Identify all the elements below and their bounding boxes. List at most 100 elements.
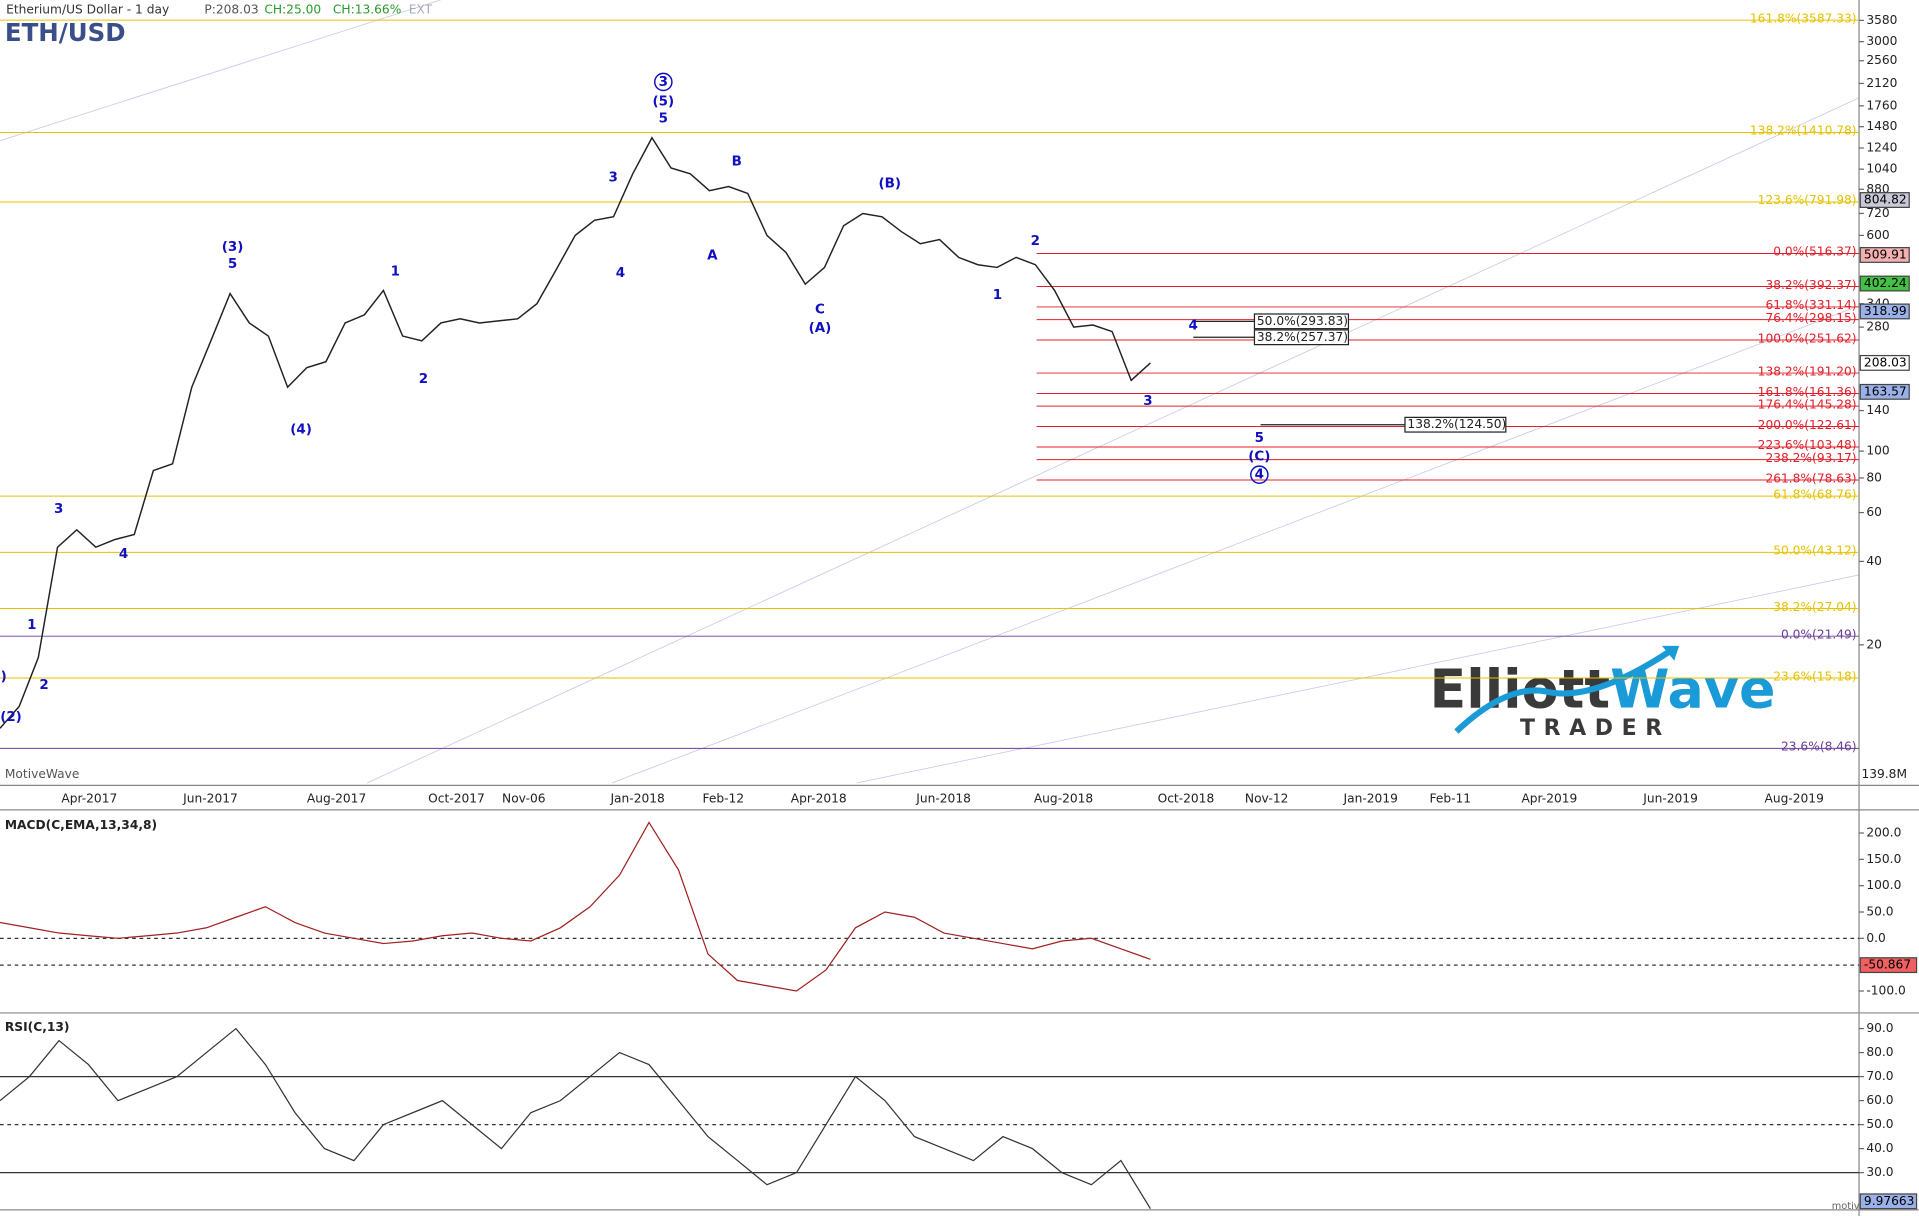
price-tag-label: 509.91 xyxy=(1864,247,1907,261)
wave-label: (A) xyxy=(809,321,832,336)
y-tick-label: 1240 xyxy=(1866,141,1897,155)
logo-swoosh xyxy=(1454,648,1673,734)
price-tag-label: 208.03 xyxy=(1864,355,1907,369)
y-tick-label: 100 xyxy=(1866,444,1889,458)
fib-label: 76.4%(298.15) xyxy=(1765,311,1856,325)
x-tick-label: Oct-2017 xyxy=(428,791,485,805)
y-tick-label: 150.0 xyxy=(1866,852,1901,866)
y-tick-label: 0.0 xyxy=(1866,931,1885,945)
change-pct: CH:13.66% xyxy=(333,2,401,16)
wave-label: 5 xyxy=(228,257,237,272)
fib-label: 0.0%(516.37) xyxy=(1773,245,1856,259)
box-label: 138.2%(124.50) xyxy=(1407,417,1506,431)
wave-label: 4 xyxy=(1255,468,1264,483)
fib-label: 161.8%(3587.33) xyxy=(1750,11,1857,25)
box-label: 38.2%(257.37) xyxy=(1257,330,1348,344)
logo-arrow xyxy=(1661,645,1680,661)
y-tick-label: 60.0 xyxy=(1866,1093,1893,1107)
price-line xyxy=(0,821,1151,992)
x-tick-label: Jan-2018 xyxy=(609,791,664,805)
wave-label: 3 xyxy=(54,502,63,517)
y-tick-label: 140 xyxy=(1866,403,1889,417)
x-tick-label: Aug-2017 xyxy=(307,791,366,805)
box xyxy=(1253,329,1350,346)
price-tag-label: 402.24 xyxy=(1864,276,1907,290)
fib-label: 38.2%(27.04) xyxy=(1773,600,1856,614)
wave-label: C xyxy=(815,303,825,318)
last-tag xyxy=(1859,1193,1918,1210)
wave-label: (C) xyxy=(1248,449,1270,464)
y-tick-label: 100.0 xyxy=(1866,878,1901,892)
fib-label: 176.4%(145.28) xyxy=(1758,397,1857,411)
y-tick-label: 70.0 xyxy=(1866,1069,1893,1083)
y-tick-label: 720 xyxy=(1866,206,1889,220)
price-tag xyxy=(1859,247,1910,263)
ext: EXT xyxy=(409,2,433,16)
wave-label: (4) xyxy=(290,422,312,437)
fib-label: 23.6%(15.18) xyxy=(1773,669,1856,683)
fib-label: 138.2%(1410.78) xyxy=(1750,124,1857,138)
price-tag xyxy=(1859,383,1910,400)
fib-label: 238.2%(93.17) xyxy=(1765,451,1856,465)
box xyxy=(1404,416,1507,433)
wave-label: B xyxy=(732,154,742,169)
wave-circle xyxy=(654,72,673,92)
fib-label: 61.8%(68.76) xyxy=(1773,487,1856,501)
y-tick-label: 3580 xyxy=(1866,13,1897,27)
y-tick-label: 200.0 xyxy=(1866,826,1901,840)
x-tick-label: Jun-2019 xyxy=(1642,791,1698,805)
wave-label: 3 xyxy=(659,75,668,90)
x-tick-label: Jun-2017 xyxy=(182,791,238,805)
wave-label: 2 xyxy=(419,372,428,387)
change: CH:25.00 xyxy=(264,2,321,16)
symbol: ETH/USD xyxy=(5,18,126,47)
wave-label: (3) xyxy=(222,240,244,255)
fib-label: 61.8%(331.14) xyxy=(1765,298,1856,312)
title: Etherium/US Dollar - 1 day xyxy=(6,2,169,16)
fib-label: 223.6%(103.48) xyxy=(1758,438,1857,452)
fib-label: 261.8%(78.63) xyxy=(1765,471,1856,485)
x-tick-label: Feb-12 xyxy=(702,791,744,805)
macd-title: MACD(C,EMA,13,34,8) xyxy=(5,818,157,832)
wave-circle xyxy=(1250,465,1269,484)
wave-label: 5 xyxy=(659,112,668,127)
price-tag-label: 804.82 xyxy=(1864,193,1907,207)
price-tag-label: 163.57 xyxy=(1864,384,1907,398)
x-tick-label: Apr-2018 xyxy=(791,791,847,805)
price-tag xyxy=(1859,303,1910,320)
price-tag-label: 318.99 xyxy=(1864,304,1907,318)
wave-label: 2 xyxy=(39,678,48,693)
fib-label: 0.0%(21.49) xyxy=(1781,627,1857,641)
wave-label: 4 xyxy=(119,547,128,562)
fib-label: 200.0%(122.61) xyxy=(1758,418,1857,432)
price-line xyxy=(0,136,1151,729)
wave-label: 1 xyxy=(993,288,1002,303)
wave-label: 3 xyxy=(1143,394,1152,409)
y-tick-label: 90.0 xyxy=(1866,1021,1893,1035)
box xyxy=(1253,313,1350,330)
wave-label: 1 xyxy=(27,618,36,633)
wave-label: 3 xyxy=(608,170,617,185)
price-tag xyxy=(1859,192,1910,208)
price-line xyxy=(0,1027,1151,1209)
y-tick-label: 2120 xyxy=(1866,76,1897,90)
y-tick-label: 3000 xyxy=(1866,34,1897,48)
fib-label: 161.8%(161.36) xyxy=(1758,385,1857,399)
y-tick-label: 50.0 xyxy=(1866,905,1893,919)
price-tag xyxy=(1859,354,1910,371)
y-tick-label: 80.0 xyxy=(1866,1045,1893,1059)
box-label: 50.0%(293.83) xyxy=(1257,314,1348,328)
y-tick-label: 1040 xyxy=(1866,162,1897,176)
volume-label: 139.8M xyxy=(1861,767,1907,781)
x-tick-label: Aug-2018 xyxy=(1034,791,1093,805)
x-tick-label: Oct-2018 xyxy=(1158,791,1215,805)
watermark: MotiveWave xyxy=(5,767,80,781)
wave-label: 4 xyxy=(616,266,625,281)
wave-label: (2) xyxy=(0,710,22,725)
x-tick-label: Nov-12 xyxy=(1245,791,1288,805)
y-tick-label: 40 xyxy=(1866,554,1882,568)
last-tag-label: -50.867 xyxy=(1864,958,1911,972)
y-tick-label: 50.0 xyxy=(1866,1117,1893,1131)
wave-label: ) xyxy=(1,670,7,685)
